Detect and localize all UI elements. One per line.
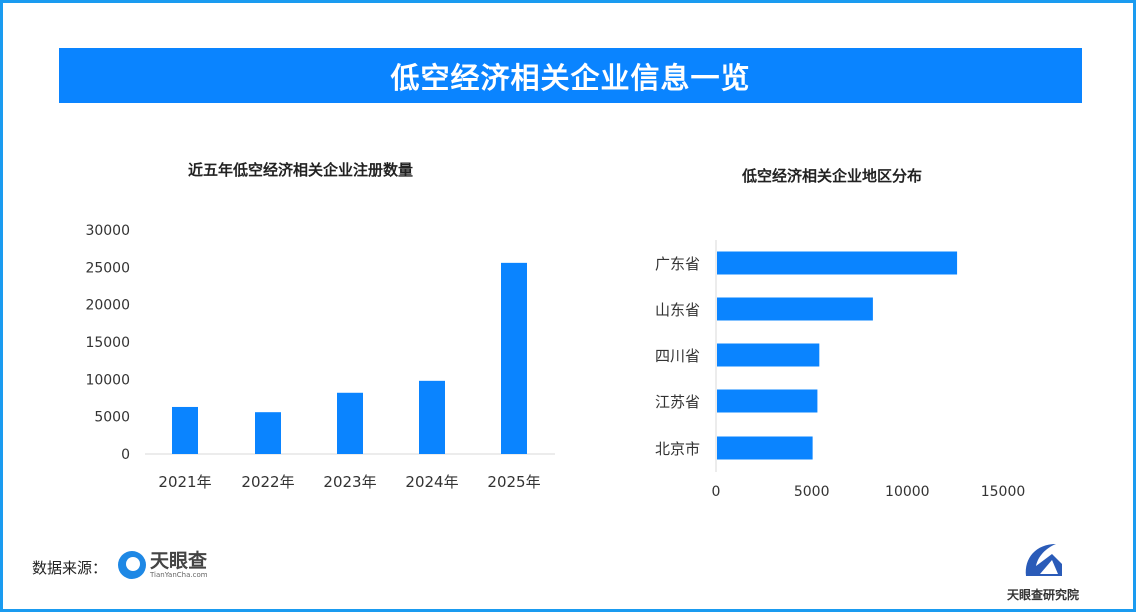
research-logo-icon bbox=[1025, 544, 1062, 576]
y-tick-label: 山东省 bbox=[655, 301, 700, 319]
y-tick-label: 25000 bbox=[85, 260, 130, 276]
bar-四川省 bbox=[717, 343, 820, 367]
research-institute-logo: 天眼查研究院 bbox=[1003, 540, 1083, 603]
title-banner: 低空经济相关企业信息一览 bbox=[59, 48, 1082, 103]
logo-text: 天眼查 bbox=[150, 550, 208, 572]
y-tick-label: 10000 bbox=[85, 372, 130, 388]
x-tick-label: 2024年 bbox=[405, 473, 458, 491]
y-tick-label: 四川省 bbox=[655, 347, 700, 365]
y-tick-label: 5000 bbox=[94, 410, 130, 426]
page-title: 低空经济相关企业信息一览 bbox=[390, 60, 751, 95]
bar-2023年 bbox=[337, 392, 363, 454]
logo-subtext: TianYanCha.com bbox=[150, 571, 208, 579]
y-tick-label: 15000 bbox=[85, 335, 130, 351]
tianyancha-logo: 天眼查 TianYanCha.com bbox=[118, 551, 208, 579]
bar-北京市 bbox=[717, 436, 813, 460]
right-chart-title: 低空经济相关企业地区分布 bbox=[742, 167, 923, 185]
tianyancha-logo-icon bbox=[118, 551, 146, 579]
bar-2025年 bbox=[501, 262, 527, 454]
x-tick-label: 10000 bbox=[885, 484, 930, 500]
bar-2022年 bbox=[255, 412, 281, 454]
bar-广东省 bbox=[717, 251, 958, 275]
x-tick-label: 2021年 bbox=[158, 473, 211, 491]
x-tick-label: 2025年 bbox=[487, 473, 540, 491]
y-tick-label: 20000 bbox=[85, 298, 130, 314]
x-tick-label: 2023年 bbox=[323, 473, 376, 491]
source-label: 数据来源： bbox=[32, 559, 108, 577]
y-tick-label: 0 bbox=[121, 447, 130, 463]
bar-山东省 bbox=[717, 297, 873, 321]
x-tick-label: 15000 bbox=[981, 484, 1026, 500]
x-tick-label: 0 bbox=[712, 484, 721, 500]
y-tick-label: 江苏省 bbox=[655, 393, 700, 411]
y-tick-label: 北京市 bbox=[655, 440, 700, 458]
x-tick-label: 2022年 bbox=[241, 473, 294, 491]
y-tick-label: 30000 bbox=[85, 223, 130, 239]
y-tick-label: 广东省 bbox=[655, 255, 700, 273]
bar-江苏省 bbox=[717, 389, 818, 413]
bar-2024年 bbox=[419, 380, 445, 454]
x-tick-label: 5000 bbox=[794, 484, 830, 500]
bar-2021年 bbox=[172, 406, 198, 454]
left-chart-title: 近五年低空经济相关企业注册数量 bbox=[188, 161, 414, 179]
brand-name: 天眼查研究院 bbox=[1006, 588, 1079, 602]
